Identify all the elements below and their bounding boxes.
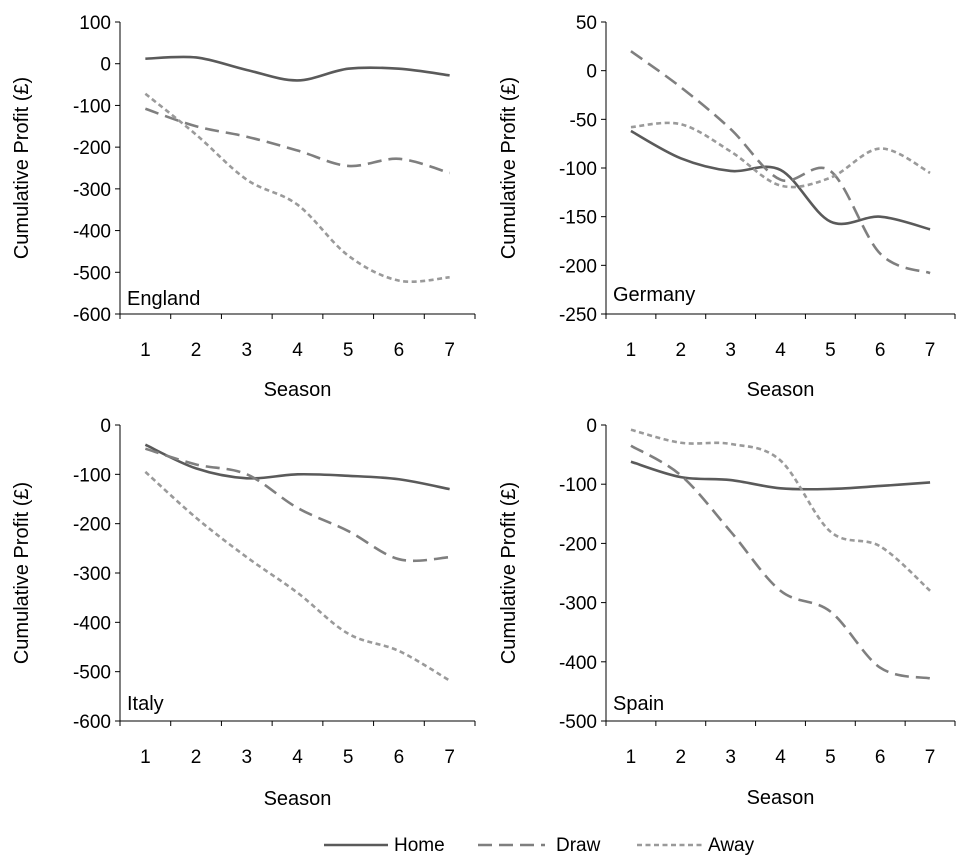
- series-line-home: [145, 55, 450, 82]
- x-tick-label: 2: [675, 747, 686, 768]
- x-tick-label: 4: [775, 340, 786, 361]
- y-axis-title: Cumulative Profit (£): [11, 77, 33, 259]
- y-tick-label: 0: [100, 416, 111, 437]
- y-tick-label: -500: [73, 263, 111, 284]
- x-axis-title: Season: [747, 787, 815, 809]
- x-axis-title: Season: [264, 379, 332, 401]
- panel-spain: 0 -100 -200 -300 -400 -500 1 2 3 4 5 6 7 Season Cumula…: [498, 416, 956, 809]
- y-tick-label: -400: [559, 653, 597, 674]
- x-tick-label: 1: [140, 747, 151, 768]
- y-tick-label: 50: [576, 13, 597, 34]
- panel-italy: 0 -100 -200 -300 -400 -500 -600 1 2 3 4 5 6 7 Season Cu…: [11, 416, 476, 810]
- y-tick-label: -300: [73, 180, 111, 201]
- y-tick-label: -100: [559, 475, 597, 496]
- x-tick-label: 7: [925, 747, 936, 768]
- y-tick-label: 100: [79, 13, 111, 34]
- x-tick-label: 4: [292, 340, 303, 361]
- legend-label-home: Home: [394, 835, 445, 856]
- x-axis-title: Season: [747, 379, 815, 401]
- series-line-draw: [630, 50, 931, 275]
- x-tick-label: 6: [394, 340, 405, 361]
- x-axis-title: Season: [264, 788, 332, 810]
- y-tick-label: -100: [73, 96, 111, 117]
- y-tick-label: -500: [73, 663, 111, 684]
- y-tick-label: -400: [73, 613, 111, 634]
- x-tick-label: 5: [825, 340, 836, 361]
- legend: Home Draw Away: [324, 835, 755, 856]
- x-tick-label: 5: [343, 340, 354, 361]
- y-tick-label: 0: [586, 62, 597, 83]
- series-line-draw: [144, 107, 451, 175]
- x-tick-label: 4: [292, 747, 303, 768]
- x-tick-label: 1: [626, 747, 637, 768]
- panel-label: Spain: [613, 693, 664, 715]
- x-tick-label: 3: [241, 747, 252, 768]
- x-tick-label: 6: [394, 747, 405, 768]
- x-tick-label: 3: [725, 340, 736, 361]
- x-tick-label: 7: [444, 747, 455, 768]
- x-tick-label: 6: [875, 340, 886, 361]
- y-tick-label: -200: [559, 256, 597, 277]
- y-tick-label: -100: [559, 159, 597, 180]
- legend-label-away: Away: [708, 835, 755, 856]
- y-tick-label: -150: [559, 208, 597, 229]
- x-tick-label: 3: [241, 340, 252, 361]
- y-tick-label: -200: [73, 138, 111, 159]
- y-tick-label: -600: [73, 305, 111, 326]
- x-tick-label: 6: [875, 747, 886, 768]
- x-tick-label: 4: [775, 747, 786, 768]
- x-tick-label: 5: [343, 747, 354, 768]
- y-tick-label: -100: [73, 465, 111, 486]
- x-tick-label: 7: [925, 340, 936, 361]
- y-tick-label: -200: [559, 534, 597, 555]
- series-line-home: [630, 460, 931, 491]
- y-axis-title: Cumulative Profit (£): [498, 482, 520, 664]
- x-tick-label: 1: [626, 340, 637, 361]
- series-line-draw: [630, 444, 931, 680]
- panel-label: England: [127, 288, 200, 310]
- panel-label: Italy: [127, 693, 164, 715]
- x-tick-label: 2: [191, 747, 202, 768]
- y-tick-label: -250: [559, 305, 597, 326]
- series-line-home: [630, 129, 931, 231]
- series-line-home: [144, 443, 450, 491]
- x-tick-label: 2: [675, 340, 686, 361]
- y-axis-title: Cumulative Profit (£): [11, 482, 33, 664]
- series-line-away: [630, 428, 931, 592]
- x-tick-label: 7: [444, 340, 455, 361]
- y-tick-label: -200: [73, 515, 111, 536]
- panel-england: 100 0 -100 -200 -300 -400 -500 -600 1 2 3 4 5 6 7 Seaso…: [11, 13, 476, 401]
- series-line-away: [144, 470, 451, 682]
- series-line-draw: [144, 447, 450, 563]
- y-tick-label: -300: [559, 594, 597, 615]
- x-tick-label: 1: [140, 340, 151, 361]
- y-tick-label: -600: [73, 712, 111, 733]
- panel-label: Germany: [613, 284, 695, 306]
- y-tick-label: -500: [559, 712, 597, 733]
- x-tick-label: 2: [191, 340, 202, 361]
- series-line-away: [144, 92, 450, 284]
- y-tick-label: -50: [570, 110, 597, 131]
- x-tick-label: 5: [825, 747, 836, 768]
- panel-germany: 50 0 -50 -100 -150 -200 -250 1 2 3 4 5 6 7 Season Cumul…: [498, 13, 956, 401]
- y-tick-label: -300: [73, 564, 111, 585]
- legend-label-draw: Draw: [556, 835, 601, 856]
- y-tick-label: 0: [586, 416, 597, 437]
- x-tick-label: 3: [725, 747, 736, 768]
- y-axis-title: Cumulative Profit (£): [498, 77, 520, 259]
- y-tick-label: 0: [100, 55, 111, 76]
- y-tick-label: -400: [73, 222, 111, 243]
